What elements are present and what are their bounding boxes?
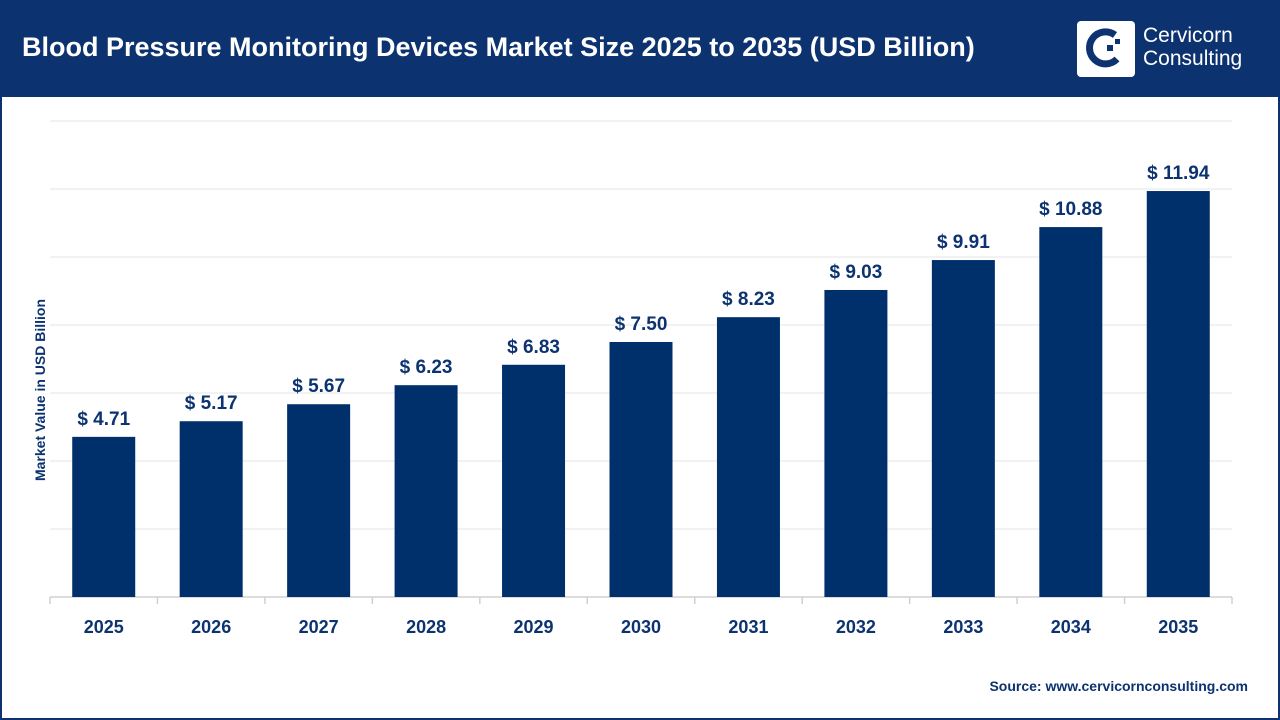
- data-label: $ 8.23: [722, 289, 775, 310]
- logo-text: Cervicorn Consulting: [1143, 24, 1243, 70]
- data-label: $ 5.67: [292, 376, 345, 397]
- cervicorn-logo: [1077, 21, 1135, 77]
- data-label: $ 4.71: [77, 409, 130, 430]
- x-tick-label: 2029: [514, 617, 554, 637]
- data-label: $ 6.83: [507, 337, 560, 358]
- bar: [287, 404, 351, 597]
- x-tick-label: 2030: [621, 617, 661, 637]
- x-tick-label: 2026: [191, 617, 231, 637]
- bar: [716, 317, 780, 597]
- source-note: Source: www.cervicornconsulting.com: [989, 678, 1248, 694]
- x-tick-label: 2035: [1158, 617, 1198, 637]
- bar: [609, 342, 673, 597]
- bar: [931, 260, 995, 597]
- logo-mark-icon: [1086, 28, 1120, 68]
- bar: [179, 421, 243, 597]
- header-banner: Blood Pressure Monitoring Devices Market…: [0, 0, 1280, 97]
- data-label: $ 11.94: [1147, 163, 1210, 184]
- x-tick-label: 2033: [943, 617, 983, 637]
- x-tick-label: 2031: [728, 617, 768, 637]
- x-tick-label: 2028: [406, 617, 446, 637]
- chart-title: Blood Pressure Monitoring Devices Market…: [22, 32, 975, 62]
- bar: [824, 289, 888, 597]
- data-label: $ 6.23: [400, 357, 453, 378]
- data-label: $ 9.91: [937, 232, 990, 253]
- data-label: $ 7.50: [615, 314, 668, 335]
- x-tick-label: 2025: [84, 617, 124, 637]
- bar: [1146, 191, 1210, 598]
- bar: [1039, 227, 1103, 597]
- x-tick-label: 2032: [836, 617, 876, 637]
- bar: [394, 385, 458, 597]
- x-tick-label: 2027: [299, 617, 339, 637]
- x-tick-label: 2034: [1051, 617, 1091, 637]
- data-label: $ 5.17: [185, 393, 238, 414]
- bar: [502, 364, 566, 597]
- data-label: $ 10.88: [1039, 199, 1102, 220]
- data-label: $ 9.03: [829, 262, 882, 283]
- bar: [72, 436, 136, 597]
